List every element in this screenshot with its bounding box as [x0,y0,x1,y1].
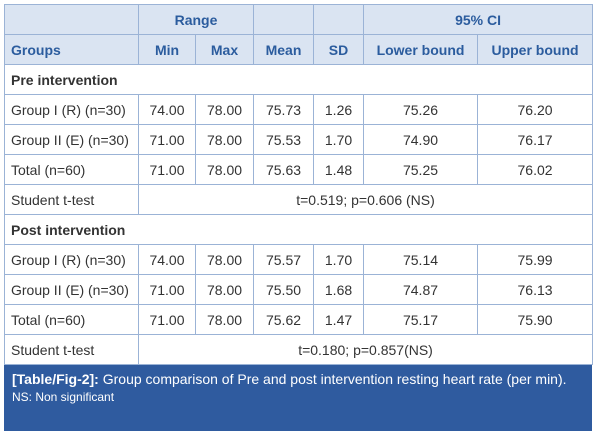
value-cell: 1.68 [313,274,365,305]
test-label: Student t-test [4,334,139,365]
header-cell: 95% CI [363,4,594,35]
value-cell: 1.48 [313,154,365,185]
value-cell: 75.90 [477,304,594,335]
value-cell: 1.26 [313,94,365,125]
header-cell: Min [138,34,196,65]
value-cell: 75.57 [253,244,315,275]
value-cell: 78.00 [194,154,255,185]
value-cell: 78.00 [194,124,255,155]
caption-label: [Table/Fig-2]: [12,371,99,387]
value-cell: 78.00 [194,94,255,125]
value-cell: 78.00 [194,304,255,335]
value-cell: 75.14 [363,244,479,275]
table: Range 95% CI Groups Min Max Mean SD Lowe… [3,4,594,365]
header-cell [313,4,365,35]
value-cell: 75.53 [253,124,315,155]
caption-text: Group comparison of Pre and post interve… [102,371,567,387]
section-title: Post intervention [3,214,594,245]
value-cell: 75.25 [363,154,479,185]
header-cell: Lower bound [363,34,479,65]
table-header: Range 95% CI Groups Min Max Mean SD Lowe… [4,4,594,65]
group-cell: Group II (E) (n=30) [4,274,139,305]
value-cell: 74.90 [363,124,479,155]
value-cell: 1.70 [313,124,365,155]
value-cell: 76.17 [477,124,594,155]
header-cell: Range [137,4,255,35]
data-row: Group I (R) (n=30) 74.00 78.00 75.73 1.26 75.… [4,94,594,125]
group-cell: Total (n=60) [4,154,139,185]
value-cell: 74.00 [138,94,196,125]
data-row: Group I (R) (n=30) 74.00 78.00 75.57 1.70 75.… [4,244,594,275]
header-cell: SD [313,34,365,65]
data-row: Total (n=60) 71.00 78.00 75.62 1.47 75.17 75.9… [4,304,594,335]
data-row: Group II (E) (n=30) 71.00 78.00 75.53 1.70 74… [4,124,594,155]
value-cell: 71.00 [138,154,196,185]
value-cell: 75.73 [253,94,315,125]
header-cell: Groups [4,34,139,65]
value-cell: 75.17 [363,304,479,335]
section-row: Post intervention [3,214,594,245]
data-row: Total (n=60) 71.00 78.00 75.63 1.48 75.25 76.0… [4,154,594,185]
header-cell: Mean [253,34,315,65]
table-figure: Range 95% CI Groups Min Max Mean SD Lowe… [3,4,594,431]
test-row: Student t-test t=0.180; p=0.857(NS) [4,334,594,365]
header-cell: Max [194,34,255,65]
value-cell: 1.70 [313,244,365,275]
header-row: Range 95% CI [4,4,594,35]
caption: [Table/Fig-2]: Group comparison of Pre a… [4,365,592,431]
caption-note: NS: Non significant [12,390,115,404]
value-cell: 1.47 [313,304,365,335]
header-cell: Upper bound [477,34,594,65]
value-cell: 74.00 [138,244,196,275]
test-result: t=0.519; p=0.606 (NS) [137,184,594,215]
value-cell: 75.50 [253,274,315,305]
group-cell: Group I (R) (n=30) [4,94,139,125]
value-cell: 78.00 [194,274,255,305]
value-cell: 75.99 [477,244,594,275]
header-cell [253,4,315,35]
test-row: Student t-test t=0.519; p=0.606 (NS) [4,184,594,215]
value-cell: 75.26 [363,94,479,125]
value-cell: 76.20 [477,94,594,125]
data-row: Group II (E) (n=30) 71.00 78.00 75.50 1.68 74… [4,274,594,305]
value-cell: 71.00 [138,124,196,155]
header-cell [4,4,139,35]
value-cell: 71.00 [138,304,196,335]
value-cell: 76.02 [477,154,594,185]
section-row: Pre intervention [3,64,594,95]
value-cell: 76.13 [477,274,594,305]
value-cell: 75.63 [253,154,315,185]
value-cell: 71.00 [138,274,196,305]
value-cell: 75.62 [253,304,315,335]
table-body: Pre intervention Group I (R) (n=30) 74.00 7… [3,64,594,365]
test-result: t=0.180; p=0.857(NS) [137,334,594,365]
group-cell: Total (n=60) [4,304,139,335]
section-title: Pre intervention [3,64,594,95]
group-cell: Group I (R) (n=30) [4,244,139,275]
value-cell: 74.87 [363,274,479,305]
value-cell: 78.00 [194,244,255,275]
header-row: Groups Min Max Mean SD Lower bound Upper… [4,34,594,65]
test-label: Student t-test [4,184,139,215]
group-cell: Group II (E) (n=30) [4,124,139,155]
